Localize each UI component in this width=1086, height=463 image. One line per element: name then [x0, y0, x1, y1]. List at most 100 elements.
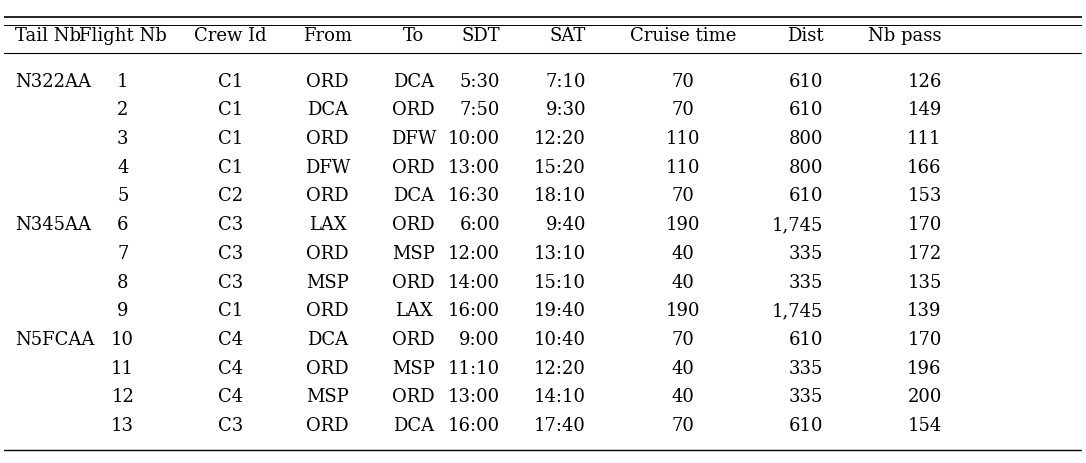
Text: 153: 153: [908, 187, 942, 205]
Text: 335: 335: [788, 273, 823, 291]
Text: 200: 200: [908, 388, 942, 406]
Text: MSP: MSP: [306, 273, 349, 291]
Text: 6: 6: [117, 216, 128, 234]
Text: C3: C3: [218, 244, 243, 263]
Text: 40: 40: [671, 388, 695, 406]
Text: 10:40: 10:40: [534, 330, 586, 348]
Text: 110: 110: [666, 158, 700, 176]
Text: 11: 11: [111, 359, 135, 377]
Text: 15:10: 15:10: [534, 273, 586, 291]
Text: 13:10: 13:10: [534, 244, 586, 263]
Text: 196: 196: [907, 359, 942, 377]
Text: 12:00: 12:00: [447, 244, 500, 263]
Text: 13: 13: [111, 416, 135, 434]
Text: N345AA: N345AA: [15, 216, 91, 234]
Text: 16:00: 16:00: [447, 301, 500, 319]
Text: 5: 5: [117, 187, 128, 205]
Text: DCA: DCA: [307, 101, 348, 119]
Text: ORD: ORD: [392, 158, 435, 176]
Text: C1: C1: [218, 158, 243, 176]
Text: ORD: ORD: [392, 273, 435, 291]
Text: C3: C3: [218, 273, 243, 291]
Text: 70: 70: [671, 416, 695, 434]
Text: 15:20: 15:20: [534, 158, 586, 176]
Text: ORD: ORD: [306, 187, 349, 205]
Text: 12:20: 12:20: [534, 130, 586, 148]
Text: 149: 149: [908, 101, 942, 119]
Text: 70: 70: [671, 101, 695, 119]
Text: 154: 154: [908, 416, 942, 434]
Text: C2: C2: [218, 187, 243, 205]
Text: MSP: MSP: [392, 244, 435, 263]
Text: C1: C1: [218, 301, 243, 319]
Text: 7: 7: [117, 244, 128, 263]
Text: C3: C3: [218, 416, 243, 434]
Text: 2: 2: [117, 101, 128, 119]
Text: C4: C4: [218, 388, 243, 406]
Text: LAX: LAX: [395, 301, 432, 319]
Text: 70: 70: [671, 330, 695, 348]
Text: Flight Nb: Flight Nb: [79, 27, 166, 45]
Text: 800: 800: [788, 130, 823, 148]
Text: 9: 9: [117, 301, 128, 319]
Text: SDT: SDT: [462, 27, 500, 45]
Text: DCA: DCA: [393, 416, 434, 434]
Text: 172: 172: [908, 244, 942, 263]
Text: 19:40: 19:40: [534, 301, 586, 319]
Text: 166: 166: [907, 158, 942, 176]
Text: Nb pass: Nb pass: [868, 27, 942, 45]
Text: C4: C4: [218, 330, 243, 348]
Text: C1: C1: [218, 101, 243, 119]
Text: 13:00: 13:00: [447, 158, 500, 176]
Text: C1: C1: [218, 73, 243, 90]
Text: 110: 110: [666, 130, 700, 148]
Text: From: From: [303, 27, 352, 45]
Text: 11:10: 11:10: [447, 359, 500, 377]
Text: 170: 170: [908, 216, 942, 234]
Text: N5FCAA: N5FCAA: [15, 330, 94, 348]
Text: 9:00: 9:00: [459, 330, 500, 348]
Text: 170: 170: [908, 330, 942, 348]
Text: Cruise time: Cruise time: [630, 27, 736, 45]
Text: C1: C1: [218, 130, 243, 148]
Text: 6:00: 6:00: [459, 216, 500, 234]
Text: 610: 610: [788, 330, 823, 348]
Text: C4: C4: [218, 359, 243, 377]
Text: 7:50: 7:50: [459, 101, 500, 119]
Text: 111: 111: [907, 130, 942, 148]
Text: 190: 190: [666, 216, 700, 234]
Text: 9:40: 9:40: [545, 216, 586, 234]
Text: 610: 610: [788, 73, 823, 90]
Text: 335: 335: [788, 359, 823, 377]
Text: 5:30: 5:30: [459, 73, 500, 90]
Text: ORD: ORD: [306, 244, 349, 263]
Text: 40: 40: [671, 244, 695, 263]
Text: MSP: MSP: [392, 359, 435, 377]
Text: 190: 190: [666, 301, 700, 319]
Text: 139: 139: [907, 301, 942, 319]
Text: Crew Id: Crew Id: [194, 27, 267, 45]
Text: 1,745: 1,745: [772, 301, 823, 319]
Text: DFW: DFW: [391, 130, 437, 148]
Text: 16:00: 16:00: [447, 416, 500, 434]
Text: 12: 12: [111, 388, 135, 406]
Text: ORD: ORD: [306, 130, 349, 148]
Text: 17:40: 17:40: [534, 416, 586, 434]
Text: MSP: MSP: [306, 388, 349, 406]
Text: 12:20: 12:20: [534, 359, 586, 377]
Text: LAX: LAX: [308, 216, 346, 234]
Text: 800: 800: [788, 158, 823, 176]
Text: 4: 4: [117, 158, 128, 176]
Text: ORD: ORD: [392, 388, 435, 406]
Text: N322AA: N322AA: [15, 73, 91, 90]
Text: 9:30: 9:30: [545, 101, 586, 119]
Text: 335: 335: [788, 244, 823, 263]
Text: ORD: ORD: [392, 101, 435, 119]
Text: Dist: Dist: [786, 27, 823, 45]
Text: 16:30: 16:30: [447, 187, 500, 205]
Text: 126: 126: [908, 73, 942, 90]
Text: 8: 8: [117, 273, 128, 291]
Text: 10: 10: [111, 330, 135, 348]
Text: 335: 335: [788, 388, 823, 406]
Text: 40: 40: [671, 359, 695, 377]
